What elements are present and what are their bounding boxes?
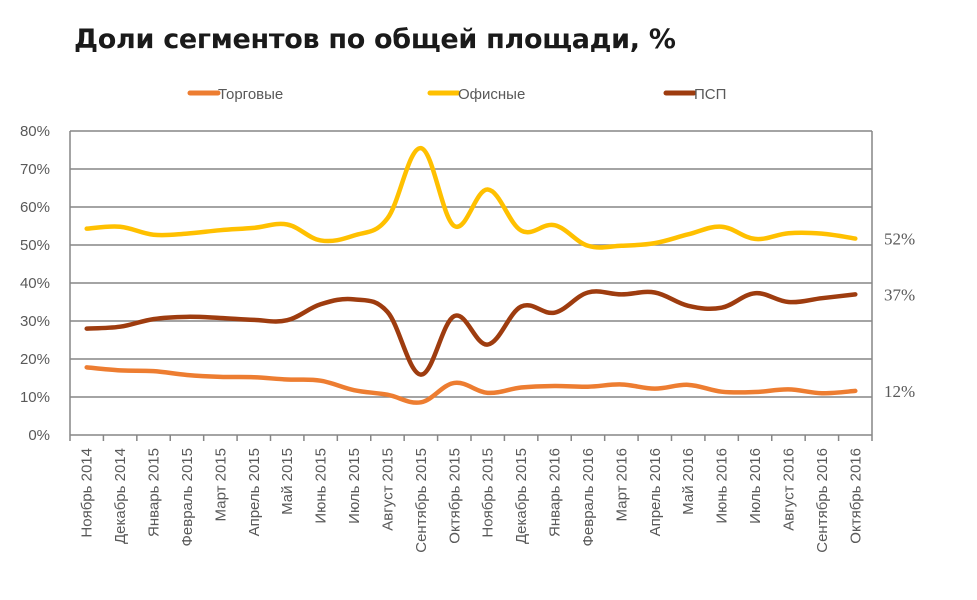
x-tick-label: Июль 2015 bbox=[346, 448, 363, 524]
x-tick-label: Декабрь 2015 bbox=[513, 448, 530, 544]
legend-label-3: ПСП bbox=[694, 86, 726, 103]
end-label-1: 12% bbox=[884, 382, 915, 401]
x-tick-label: Апрель 2015 bbox=[246, 448, 263, 536]
x-tick-label: Август 2016 bbox=[780, 448, 797, 531]
x-tick-label: Апрель 2016 bbox=[647, 448, 664, 536]
x-tick-label: Март 2016 bbox=[613, 448, 630, 521]
end-label-3: 37% bbox=[884, 285, 915, 304]
y-tick-label: 30% bbox=[20, 313, 50, 330]
x-tick-label: Октябрь 2015 bbox=[446, 448, 463, 544]
x-tick-label: Август 2015 bbox=[379, 448, 396, 531]
series-line-1 bbox=[84, 365, 858, 405]
x-tick-label: Январь 2016 bbox=[547, 448, 564, 537]
x-tick-label: Январь 2015 bbox=[146, 448, 163, 537]
y-tick-label: 80% bbox=[20, 123, 50, 140]
x-tick-label: Февраль 2015 bbox=[179, 448, 196, 547]
series-lines bbox=[84, 145, 858, 405]
y-axis-ticks: 0% 10% 20% 30% 40% 50% 60% 70% 80% bbox=[20, 123, 50, 444]
y-tick-label: 60% bbox=[20, 199, 50, 216]
y-tick-label: 10% bbox=[20, 389, 50, 406]
series-line-2 bbox=[84, 145, 858, 250]
x-tick-label: Июнь 2016 bbox=[714, 448, 731, 524]
chart-title: Доли сегментов по общей площади, % bbox=[74, 24, 676, 55]
y-tick-label: 20% bbox=[20, 351, 50, 368]
y-tick-label: 0% bbox=[28, 427, 50, 444]
legend-label-1: Торговые bbox=[218, 86, 283, 103]
x-tick-label: Сентябрь 2015 bbox=[413, 448, 430, 553]
legend-label-2: Офисные bbox=[458, 86, 525, 103]
x-axis-ticks: Ноябрь 2014 Декабрь 2014 Январь 2015 Феврал… bbox=[69, 435, 873, 553]
x-tick-label: Ноябрь 2015 bbox=[480, 448, 497, 538]
legend: Торговые Офисные ПСП bbox=[187, 86, 726, 103]
y-tick-label: 70% bbox=[20, 161, 50, 178]
x-tick-label: Май 2015 bbox=[279, 448, 296, 515]
x-tick-label: Июнь 2015 bbox=[313, 448, 330, 524]
end-label-2: 52% bbox=[884, 230, 915, 249]
x-tick-label: Февраль 2016 bbox=[580, 448, 597, 547]
x-tick-label: Март 2015 bbox=[212, 448, 229, 521]
end-labels: 12% 52% 37% bbox=[884, 230, 915, 401]
gridlines bbox=[70, 130, 872, 398]
x-tick-label: Сентябрь 2016 bbox=[814, 448, 831, 553]
x-tick-label: Ноябрь 2014 bbox=[79, 448, 96, 538]
x-tick-label: Май 2016 bbox=[680, 448, 697, 515]
y-tick-label: 40% bbox=[20, 275, 50, 292]
y-tick-label: 50% bbox=[20, 237, 50, 254]
series-line-3 bbox=[84, 289, 858, 377]
x-tick-label: Июль 2016 bbox=[747, 448, 764, 524]
x-tick-label: Декабрь 2014 bbox=[112, 448, 129, 544]
x-tick-label: Октябрь 2016 bbox=[847, 448, 864, 544]
